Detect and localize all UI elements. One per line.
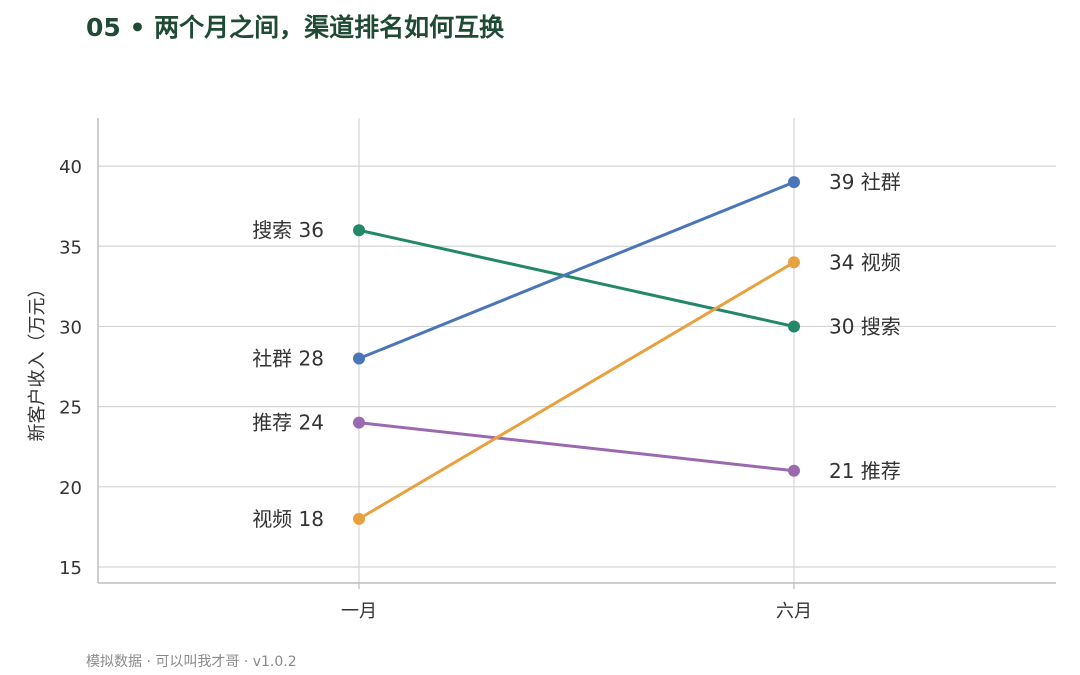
axes: 15 20 25 30 35 40 一月 六月 新客户收入（万元） xyxy=(27,118,1056,622)
data-label: 社群 28 xyxy=(252,347,324,371)
data-label: 34 视频 xyxy=(829,250,901,274)
data-point xyxy=(353,224,365,237)
data-label: 搜索 36 xyxy=(252,218,324,242)
data-point xyxy=(353,512,365,525)
data-label: 39 社群 xyxy=(829,170,901,194)
series-line xyxy=(357,180,796,361)
y-tick-label: 40 xyxy=(59,157,82,178)
y-tick-label: 20 xyxy=(59,478,82,499)
y-tick-label: 35 xyxy=(59,237,82,258)
data-point xyxy=(788,320,800,333)
series-line xyxy=(357,421,796,473)
y-tick-label: 25 xyxy=(59,398,82,419)
data-point xyxy=(353,416,365,429)
grid-lines xyxy=(98,118,1056,583)
y-tick-label: 30 xyxy=(59,317,82,338)
data-label: 30 搜索 xyxy=(829,314,901,338)
data-label: 视频 18 xyxy=(252,507,324,531)
data-label: 21 推荐 xyxy=(829,459,901,483)
data-point xyxy=(788,464,800,477)
y-tick-label: 15 xyxy=(59,558,82,579)
footer-note: 模拟数据 · 可以叫我才哥 · v1.0.2 xyxy=(86,654,297,670)
data-point xyxy=(788,176,800,189)
series-layer xyxy=(353,176,800,525)
x-tick-label: 一月 xyxy=(341,601,377,622)
data-label: 推荐 24 xyxy=(252,411,324,435)
data-point xyxy=(353,352,365,365)
data-point xyxy=(788,256,800,269)
y-axis-label: 新客户收入（万元） xyxy=(27,280,48,442)
series-line xyxy=(357,260,796,521)
x-tick-label: 六月 xyxy=(776,601,812,622)
chart-title: 05 • 两个月之间，渠道排名如何互换 xyxy=(86,13,505,42)
series-line xyxy=(357,228,796,328)
